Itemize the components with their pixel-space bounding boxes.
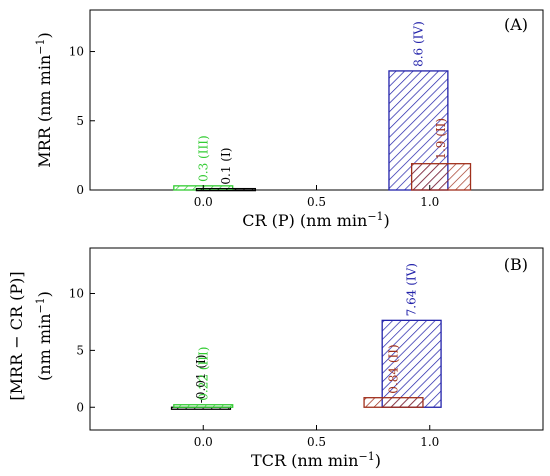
panel-b-bar-2 <box>381 319 442 408</box>
panel-a-bar-3 <box>410 163 472 191</box>
panel-b-x-axis-title-base: TCR (nm min <box>251 451 358 470</box>
panel-b-x-tick-label-1: 0.5 <box>307 435 326 449</box>
panel-a-bar-1 <box>195 187 256 192</box>
panel-b-y-tick-label-0: 0 <box>76 400 84 414</box>
panel-a-y-axis-title-end: ) <box>35 32 54 38</box>
panel-a-bar-label-1: 0.1 (I) <box>219 148 233 185</box>
panel-b-plot-frame <box>89 247 544 431</box>
panel-b-y-tick-label-2: 10 <box>69 287 84 301</box>
panel-a-bars: 0.3 (III) 0.1 (I) 8.6 (IV) 1.9 (II) <box>173 21 472 192</box>
panel-b-bar-label-0: -0.01 (I) <box>194 355 208 404</box>
panel-a-bar-label-0: 0.3 (III) <box>196 135 210 181</box>
panel-b-bar-label-3: 0.84 (II) <box>387 344 401 393</box>
panel-b-x-tick-label-2: 1.0 <box>420 435 439 449</box>
panel-b-y-tick-label-1: 5 <box>76 343 84 357</box>
panel-a-ticks: 0.0 0.5 1.0 0 5 10 <box>69 45 440 209</box>
panel-b-bar-label-2: 7.64 (IV) <box>405 263 419 316</box>
panel-a-x-tick-label-0: 0.0 <box>194 195 213 209</box>
panel-a-bar-label-3: 1.9 (II) <box>434 118 448 160</box>
panel-a-x-axis-title: CR (P) (nm min−1) <box>242 210 390 231</box>
panel-a-y-tick-label-2: 10 <box>69 45 84 59</box>
panel-b-y-axis-title-line2: (nm min−1) <box>34 291 55 381</box>
panel-a-y-axis-title-sup: −1 <box>34 39 47 55</box>
panel-b-label: (B) <box>504 255 528 274</box>
panel-a-y-axis-title-base: MRR (nm min <box>35 55 54 168</box>
panel-b-bar-label-1: 0.22 (III) <box>196 347 210 401</box>
panel-b-y-axis-title-line1: [MRR − CR (P)] <box>7 271 26 400</box>
panel-a-x-tick-label-1: 0.5 <box>307 195 326 209</box>
panel-a-y-tick-label-0: 0 <box>76 183 84 197</box>
panel-a: (A) 0.3 (III) 0.1 (I) 8.6 (IV) 1.9 (II) 0.0… <box>34 9 544 231</box>
panel-b-bar-3 <box>363 397 424 408</box>
panel-b-x-axis-title-end: ) <box>375 451 381 470</box>
panel-a-x-axis-title-end: ) <box>384 211 390 230</box>
panel-a-x-axis-title-base: CR (P) (nm min <box>242 211 367 230</box>
panel-b-bar-1 <box>173 404 234 408</box>
panel-b-y-axis-title-line2-sup: −1 <box>34 297 47 313</box>
panel-a-bar-label-2: 8.6 (IV) <box>411 21 425 67</box>
panel-a-y-axis-title: MRR (nm min−1) <box>34 32 55 167</box>
panel-a-plot-frame <box>89 9 544 191</box>
panel-b-x-tick-label-0: 0.0 <box>194 435 213 449</box>
panel-b-x-axis-title: TCR (nm min−1) <box>251 450 381 471</box>
panel-b: (B) -0.01 (I)0.22 (III) 7.64 (IV) 0.84 (II… <box>7 247 544 471</box>
panel-a-label: (A) <box>504 15 528 34</box>
panel-a-x-tick-label-2: 1.0 <box>420 195 439 209</box>
panel-b-x-axis-title-sup: −1 <box>358 450 374 463</box>
panel-b-y-axis-title-line2-end: ) <box>35 291 54 297</box>
panel-b-ticks: 0.0 0.5 1.0 0 5 10 <box>69 287 440 450</box>
panel-b-y-axis-title-line2-base: (nm min <box>35 314 54 381</box>
panel-a-y-tick-label-1: 5 <box>76 114 84 128</box>
panel-b-bars: -0.01 (I)0.22 (III) 7.64 (IV) 0.84 (II) <box>170 263 442 410</box>
panel-a-x-axis-title-sup: −1 <box>367 210 383 223</box>
